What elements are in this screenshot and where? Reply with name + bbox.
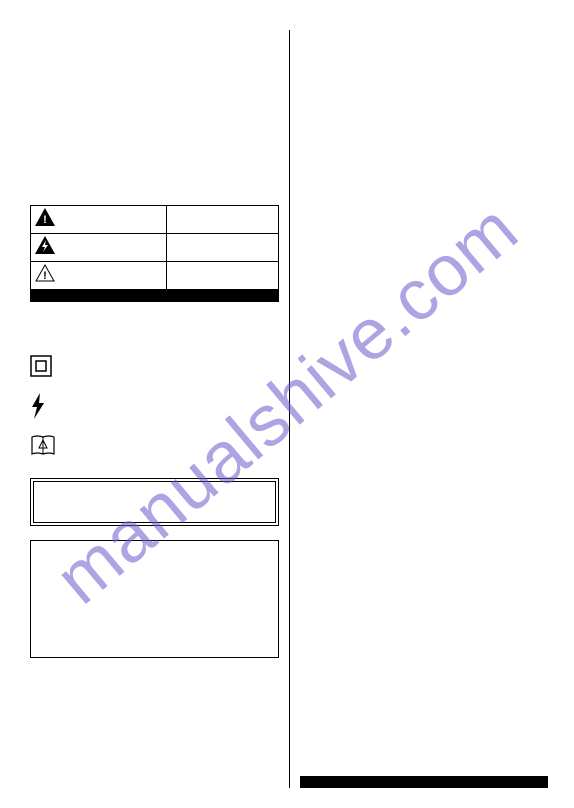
double-square-icon <box>30 355 60 382</box>
section-divider-bar <box>30 290 279 302</box>
icons-legend: ! <box>30 352 279 464</box>
single-border-callout <box>30 540 279 658</box>
bolt-icon <box>30 393 60 424</box>
meaning-cell <box>167 206 279 234</box>
caution-triangle-outline-icon: ! <box>35 269 55 286</box>
svg-text:!: ! <box>43 214 47 226</box>
electric-triangle-solid-icon <box>35 241 55 258</box>
svg-text:!: ! <box>42 442 44 449</box>
symbol-cell: ! <box>31 206 167 234</box>
meaning-cell <box>167 234 279 262</box>
section-divider-bar <box>300 776 548 788</box>
symbol-meaning-table: ! ! <box>30 205 279 290</box>
svg-text:!: ! <box>43 270 47 282</box>
legend-row <box>30 392 279 424</box>
symbol-cell <box>31 234 167 262</box>
left-column: ! ! <box>30 30 289 788</box>
table-row <box>31 234 279 262</box>
meaning-cell <box>167 262 279 290</box>
legend-row: ! <box>30 432 279 464</box>
table-row: ! <box>31 262 279 290</box>
legend-row <box>30 352 279 384</box>
warning-triangle-solid-icon: ! <box>35 213 55 230</box>
double-border-callout <box>30 478 279 526</box>
symbol-cell: ! <box>31 262 167 290</box>
table-row: ! <box>31 206 279 234</box>
right-column <box>289 30 548 788</box>
manual-book-warning-icon: ! <box>30 434 60 463</box>
page-container: ! ! <box>30 30 548 788</box>
